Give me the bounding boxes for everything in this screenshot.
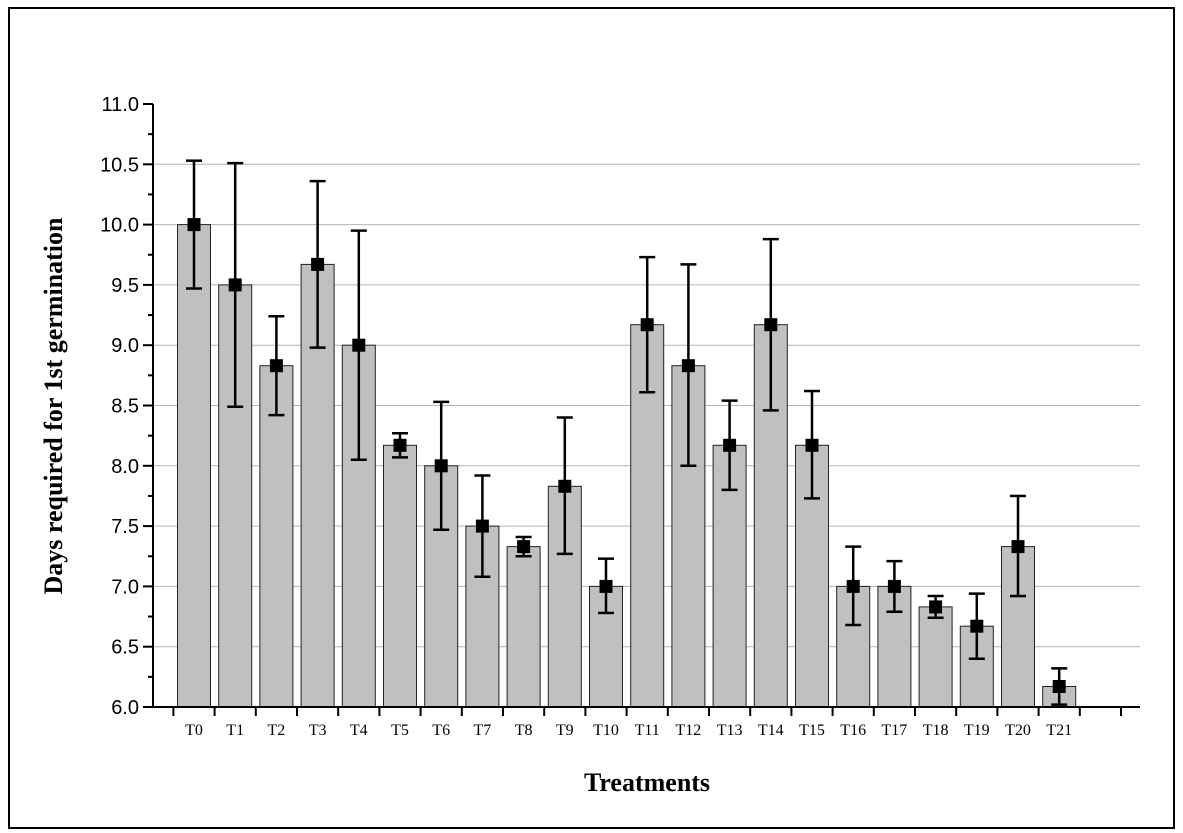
mean-marker-t0: [187, 218, 201, 232]
mean-marker-t14: [764, 318, 778, 332]
mean-marker-t9: [558, 479, 572, 493]
y-axis-title: Days required for 1st germination: [39, 217, 68, 595]
x-tick-label: T16: [840, 722, 866, 739]
mean-marker-t8: [517, 540, 531, 554]
mean-marker-t10: [599, 579, 613, 593]
x-tick-label: T21: [1046, 722, 1072, 739]
x-tick-label: T17: [882, 722, 908, 739]
y-tick-label: 9.0: [111, 335, 139, 357]
x-tick-label: T2: [268, 722, 286, 739]
x-tick-label: T5: [391, 722, 409, 739]
x-tick-label: T8: [515, 722, 533, 739]
y-tick-label: 11.0: [102, 94, 139, 116]
x-tick-label: T7: [474, 722, 492, 739]
x-tick-label: T1: [226, 722, 244, 739]
mean-marker-t20: [1011, 540, 1025, 554]
y-tick-label: 6.0: [111, 697, 139, 719]
y-tick-label: 6.5: [111, 637, 139, 659]
mean-marker-t2: [269, 359, 283, 373]
mean-marker-t5: [393, 438, 407, 452]
mean-marker-t19: [970, 619, 984, 633]
y-tick-labels: 6.0 6.5 7.0 7.5 8.0 8.5 9.0 9.5 10.0 10.5 11.0: [100, 94, 139, 719]
x-tick-label: T19: [964, 722, 990, 739]
x-tick-label: T4: [350, 722, 368, 739]
bar-t8: [506, 546, 541, 708]
mean-marker-t17: [887, 579, 901, 593]
x-tick-label: T18: [923, 722, 949, 739]
x-tick-label: T3: [309, 722, 327, 739]
x-tick-label: T14: [758, 722, 784, 739]
mean-markers: [187, 218, 1066, 693]
axes: [143, 103, 1140, 716]
mean-marker-t3: [311, 257, 325, 271]
x-tick-label: T11: [635, 722, 660, 739]
mean-marker-t6: [434, 459, 448, 473]
mean-marker-t16: [846, 579, 860, 593]
mean-marker-t4: [352, 338, 366, 352]
mean-marker-t1: [228, 278, 242, 292]
y-tick-label: 9.5: [111, 275, 139, 297]
y-tick-label: 7.0: [111, 576, 139, 598]
mean-marker-t18: [929, 600, 943, 614]
mean-marker-t11: [640, 318, 654, 332]
x-tick-label: T15: [799, 722, 825, 739]
mean-marker-t7: [475, 519, 489, 533]
mean-marker-t15: [805, 438, 819, 452]
mean-marker-t12: [681, 359, 695, 373]
mean-marker-t13: [723, 438, 737, 452]
bar-t5: [383, 444, 417, 708]
bar-t0: [177, 224, 211, 708]
bars: [177, 224, 1077, 708]
y-tick-label: 8.5: [111, 396, 139, 418]
x-tick-label: T9: [556, 722, 574, 739]
x-tick-label: T13: [717, 722, 743, 739]
x-tick-label: T12: [676, 722, 702, 739]
bar-t18: [918, 606, 953, 708]
mean-marker-t21: [1052, 679, 1066, 693]
y-tick-label: 8.0: [111, 456, 139, 478]
y-tick-label: 10.0: [100, 215, 139, 237]
y-tick-label: 7.5: [111, 516, 139, 538]
x-tick-label: T6: [432, 722, 450, 739]
x-tick-label: T0: [185, 722, 203, 739]
bar-t2: [259, 365, 294, 708]
x-axis-title: Treatments: [584, 768, 710, 797]
bar-t10: [589, 585, 623, 708]
x-tick-label: T10: [593, 722, 619, 739]
y-tick-label: 10.5: [100, 154, 139, 176]
x-tick-labels: T0 T1 T2 T3 T4 T5 T6 T7 T8 T9 T10 T11 T12 T13 T14 T15 T1…: [185, 722, 1072, 739]
x-tick-label: T20: [1005, 722, 1031, 739]
